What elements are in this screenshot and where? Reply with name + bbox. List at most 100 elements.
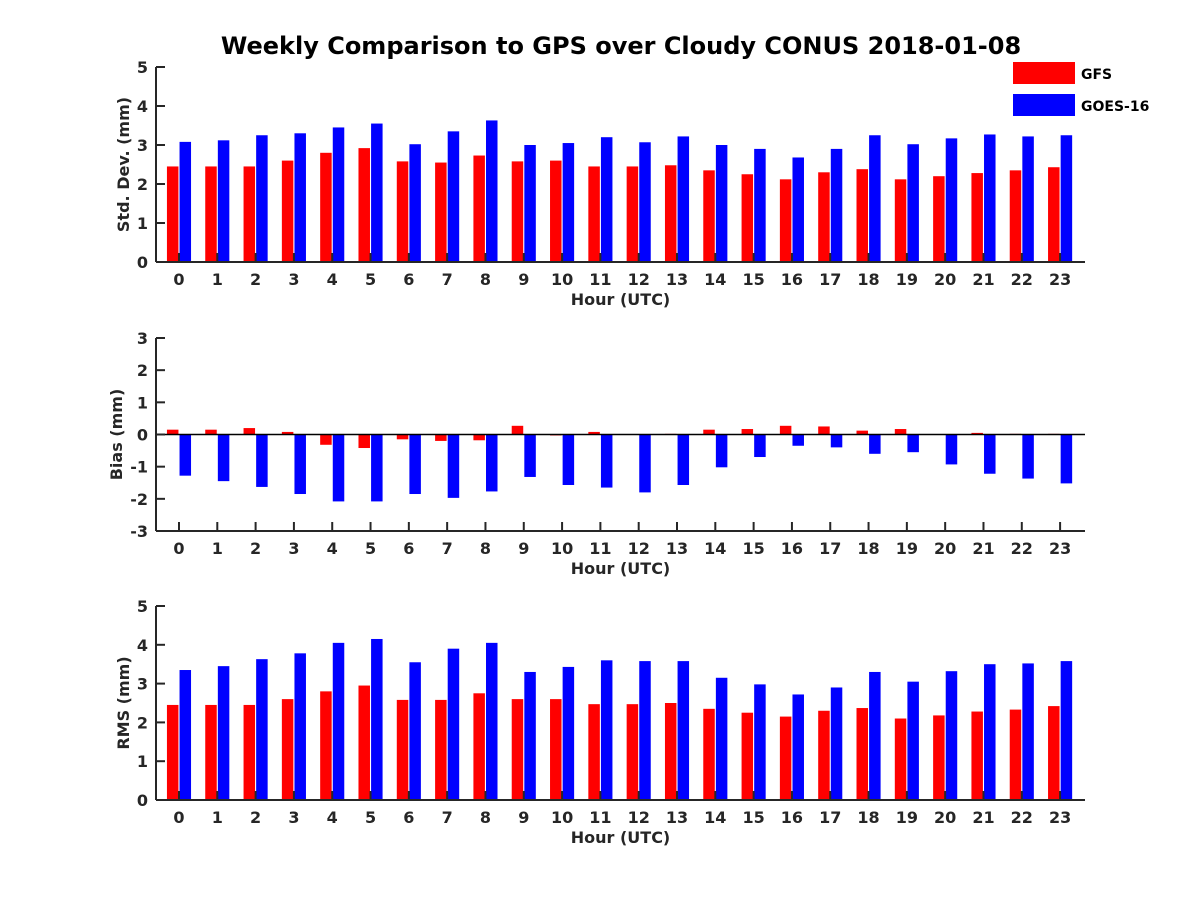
bar-goes16-hour-6 [409,662,421,800]
bar-goes16-hour-14 [715,677,728,800]
y-tick-label: 0 [137,426,148,445]
x-tick-label: 10 [551,808,573,827]
x-axis-label: Hour (UTC) [571,290,671,309]
bar-goes16-hour-16 [792,434,804,446]
x-tick-label: 3 [288,808,299,827]
bar-goes16-hour-9 [524,434,536,477]
x-tick-label: 16 [781,270,803,289]
x-tick-label: 3 [288,539,299,558]
bar-gfs-hour-3 [281,431,294,435]
x-tick-label: 10 [551,270,573,289]
bar-gfs-hour-16 [779,179,792,262]
bar-gfs-hour-21 [971,432,983,435]
bar-goes16-hour-9 [524,671,536,800]
bar-goes16-hour-20 [945,434,958,465]
x-tick-label: 12 [628,808,650,827]
bar-gfs-hour-1 [205,166,217,262]
y-tick-label: 0 [137,253,148,272]
y-axis-label: Std. Dev. (mm) [114,97,133,232]
bar-goes16-hour-10 [562,666,575,800]
y-tick-label: 3 [137,675,148,694]
y-tick-label: 2 [137,361,148,380]
bar-goes16-hour-13 [677,136,690,262]
y-tick-label: 0 [137,791,148,810]
x-axis-label: Hour (UTC) [571,559,671,578]
x-tick-label: 5 [365,270,376,289]
x-tick-label: 18 [857,808,879,827]
bar-goes16-hour-4 [332,642,345,800]
bar-goes16-hour-4 [332,127,345,262]
bar-goes16-hour-20 [945,138,958,262]
bar-gfs-hour-6 [396,699,409,800]
bar-goes16-hour-5 [371,123,383,262]
bar-goes16-hour-11 [600,434,613,488]
x-tick-label: 23 [1049,539,1071,558]
x-tick-label: 12 [628,539,650,558]
x-tick-label: 5 [365,808,376,827]
bar-gfs-hour-19 [894,718,907,800]
x-tick-label: 7 [442,270,453,289]
bar-goes16-hour-21 [984,664,996,800]
bar-goes16-hour-11 [600,137,613,262]
bar-gfs-hour-21 [971,173,983,262]
x-tick-label: 21 [972,808,994,827]
bar-goes16-hour-3 [294,653,306,800]
bar-gfs-hour-9 [511,161,524,262]
x-tick-label: 4 [327,539,338,558]
bar-goes16-hour-22 [1022,663,1034,800]
bar-goes16-hour-15 [754,684,766,800]
bar-goes16-hour-3 [294,133,306,262]
bar-goes16-hour-16 [792,694,804,800]
bar-gfs-hour-23 [1048,706,1060,800]
x-tick-label: 0 [173,270,184,289]
bar-goes16-hour-5 [371,434,383,502]
bar-goes16-hour-8 [486,642,498,800]
bar-gfs-hour-0 [166,704,179,800]
bar-goes16-hour-15 [754,148,766,262]
x-tick-label: 7 [442,808,453,827]
x-tick-label: 0 [173,539,184,558]
bar-gfs-hour-16 [779,716,792,800]
x-tick-label: 1 [212,270,223,289]
x-tick-label: 10 [551,539,573,558]
x-tick-label: 8 [480,539,491,558]
x-tick-label: 0 [173,808,184,827]
x-tick-label: 18 [857,270,879,289]
x-tick-label: 14 [704,270,726,289]
x-tick-label: 17 [819,270,841,289]
x-tick-label: 13 [666,808,688,827]
x-tick-label: 17 [819,808,841,827]
bar-goes16-hour-1 [217,140,230,262]
x-tick-label: 18 [857,539,879,558]
bar-gfs-hour-8 [473,693,485,800]
x-tick-label: 22 [1011,270,1033,289]
x-tick-label: 15 [742,539,764,558]
x-tick-label: 3 [288,270,299,289]
chart-title: Weekly Comparison to GPS over Cloudy CON… [221,32,1021,60]
bar-gfs-hour-22 [1009,709,1022,800]
x-tick-label: 20 [934,539,956,558]
bar-goes16-hour-8 [486,434,498,492]
bar-gfs-hour-22 [1009,170,1022,262]
bar-goes16-hour-18 [869,135,881,262]
bar-goes16-hour-17 [830,434,843,448]
bar-gfs-hour-1 [205,429,217,435]
bar-goes16-hour-21 [984,434,996,474]
legend: GFS GOES-16 [1013,62,1149,116]
bar-goes16-hour-23 [1060,661,1073,800]
bar-gfs-hour-11 [588,431,600,435]
y-tick-label: -2 [130,490,148,509]
bar-gfs-hour-9 [511,699,524,800]
bar-gfs-hour-8 [473,434,485,441]
y-tick-label: 2 [137,713,148,732]
y-axis-label: RMS (mm) [114,656,133,749]
bar-gfs-hour-2 [243,166,256,262]
bar-goes16-hour-19 [907,144,919,262]
x-tick-label: 22 [1011,539,1033,558]
y-tick-label: 4 [137,636,148,655]
bar-gfs-hour-10 [550,699,562,800]
bar-gfs-hour-2 [243,704,256,800]
